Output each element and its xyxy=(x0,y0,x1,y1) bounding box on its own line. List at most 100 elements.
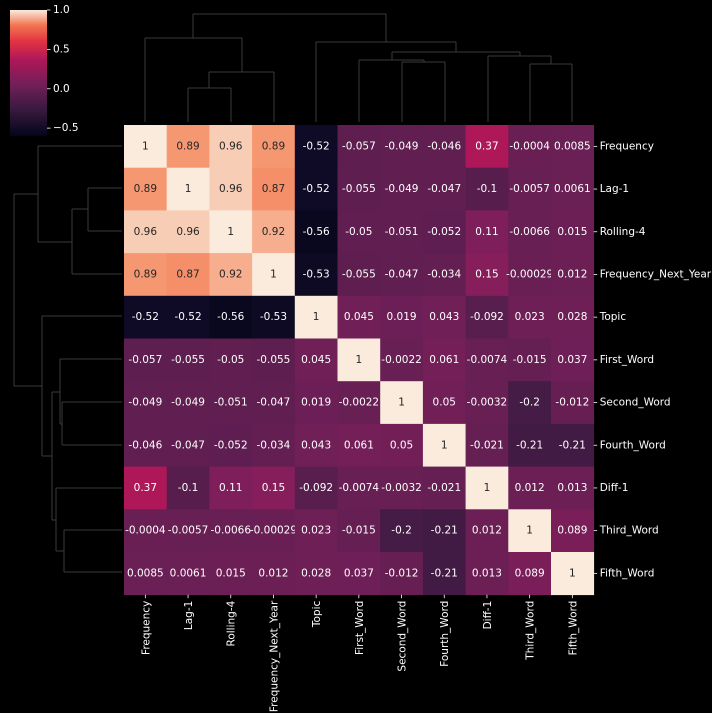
cell-value-label: -0.047 xyxy=(171,439,205,451)
cell-value-label: 0.043 xyxy=(301,439,331,451)
heatmap-cell xyxy=(337,509,381,553)
cell-value-label: -0.047 xyxy=(427,183,461,195)
heatmap-cell xyxy=(252,381,296,425)
cell-value-label: -0.049 xyxy=(385,183,419,195)
cell-value-label: -0.055 xyxy=(257,354,291,366)
cell-value-label: -0.00029 xyxy=(250,525,297,537)
heatmap-cell xyxy=(209,381,253,425)
cell-value-label: 0.043 xyxy=(429,311,459,323)
heatmap-cell xyxy=(337,167,381,211)
heatmap-cell xyxy=(124,295,168,339)
heatmap-cell xyxy=(166,381,210,425)
heatmap-cell xyxy=(209,210,253,254)
cell-value-label: -0.0074 xyxy=(467,354,508,366)
cell-value-label: 1 xyxy=(526,525,533,537)
cell-value-label: -0.2 xyxy=(391,525,412,537)
heatmap-cell xyxy=(294,381,338,425)
heatmap-cell xyxy=(551,167,595,211)
cell-value-label: 1 xyxy=(484,482,491,494)
cell-value-label: 0.0085 xyxy=(554,140,591,152)
cell-value-label: -0.1 xyxy=(477,183,498,195)
cell-value-label: 0.0061 xyxy=(170,567,207,579)
heatmap-cell xyxy=(551,381,595,425)
cell-value-label: -0.0057 xyxy=(509,183,550,195)
cell-value-label: 0.87 xyxy=(176,268,199,280)
heatmap-cell xyxy=(294,466,338,510)
cell-value-label: -0.049 xyxy=(128,397,162,409)
cell-value-label: 1 xyxy=(270,268,277,280)
cell-value-label: -0.2 xyxy=(519,397,540,409)
heatmap-cell xyxy=(124,167,168,211)
cell-value-label: -0.092 xyxy=(299,482,333,494)
cell-value-label: -0.049 xyxy=(385,140,419,152)
heatmap-cell xyxy=(124,552,168,596)
heatmap-cell xyxy=(380,552,424,596)
cell-value-label: 0.96 xyxy=(219,183,243,195)
cell-value-label: 0.012 xyxy=(472,525,502,537)
heatmap-cell xyxy=(380,466,424,510)
row-label: Topic xyxy=(599,311,627,323)
cell-value-label: -0.055 xyxy=(342,268,376,280)
colorbar-gradient xyxy=(10,10,47,136)
cell-value-label: 0.013 xyxy=(557,482,587,494)
heatmap-cell xyxy=(166,253,210,297)
colorbar-tick-label: −0.5 xyxy=(53,122,79,134)
heatmap-cell xyxy=(508,210,552,254)
heatmap-cell xyxy=(508,125,552,169)
heatmap-cell xyxy=(294,338,338,382)
heatmap-cell xyxy=(166,210,210,254)
heatmap-cell xyxy=(422,125,466,169)
heatmap-cell xyxy=(166,509,210,553)
heatmap-cell xyxy=(294,295,338,339)
cell-value-label: 0.89 xyxy=(134,183,157,195)
heatmap-cell xyxy=(209,125,253,169)
cell-value-label: -0.52 xyxy=(303,140,330,152)
heatmap-cell xyxy=(422,338,466,382)
row-label: Rolling-4 xyxy=(600,226,646,238)
cell-value-label: 0.96 xyxy=(219,140,243,152)
heatmap-cell xyxy=(166,423,210,467)
cell-value-label: -0.0066 xyxy=(210,525,251,537)
cell-value-label: -0.52 xyxy=(174,311,201,323)
heatmap-cell xyxy=(294,552,338,596)
row-label: Third_Word xyxy=(599,525,659,537)
heatmap-cell xyxy=(551,338,595,382)
heatmap-cell xyxy=(294,423,338,467)
cell-value-label: 1 xyxy=(142,140,149,152)
cell-value-label: -0.021 xyxy=(470,439,504,451)
cell-value-label: 0.05 xyxy=(390,439,413,451)
column-label: Third_Word xyxy=(525,601,537,661)
heatmap-cell xyxy=(209,253,253,297)
cell-value-label: 0.11 xyxy=(219,482,242,494)
heatmap-cell xyxy=(422,509,466,553)
cell-value-label: 0.89 xyxy=(134,268,157,280)
cell-value-label: 0.37 xyxy=(475,140,498,152)
heatmap-cell xyxy=(337,466,381,510)
heatmap-cell xyxy=(380,125,424,169)
cell-value-label: -0.0022 xyxy=(381,354,422,366)
heatmap-cell xyxy=(551,423,595,467)
heatmap-cell xyxy=(380,210,424,254)
cell-value-label: -0.052 xyxy=(427,226,461,238)
cell-value-label: 0.028 xyxy=(557,311,587,323)
heatmap-cell xyxy=(124,509,168,553)
cell-value-label: 0.045 xyxy=(344,311,374,323)
heatmap-cell xyxy=(166,338,210,382)
heatmap-cell xyxy=(465,509,509,553)
row-label: Second_Word xyxy=(600,397,671,409)
heatmap-cell xyxy=(508,466,552,510)
heatmap-cell xyxy=(422,381,466,425)
row-label: Frequency xyxy=(600,140,654,152)
column-label: Rolling-4 xyxy=(226,600,238,646)
cell-value-label: -0.057 xyxy=(342,140,376,152)
cell-value-label: -0.047 xyxy=(257,397,291,409)
heatmap-cell xyxy=(337,381,381,425)
heatmap-cell xyxy=(465,167,509,211)
row-label: Fourth_Word xyxy=(600,439,666,451)
heatmap-cell xyxy=(209,423,253,467)
heatmap-cell xyxy=(166,167,210,211)
cell-value-label: 0.061 xyxy=(429,354,459,366)
heatmap-cell xyxy=(422,253,466,297)
heatmap-cell xyxy=(124,466,168,510)
